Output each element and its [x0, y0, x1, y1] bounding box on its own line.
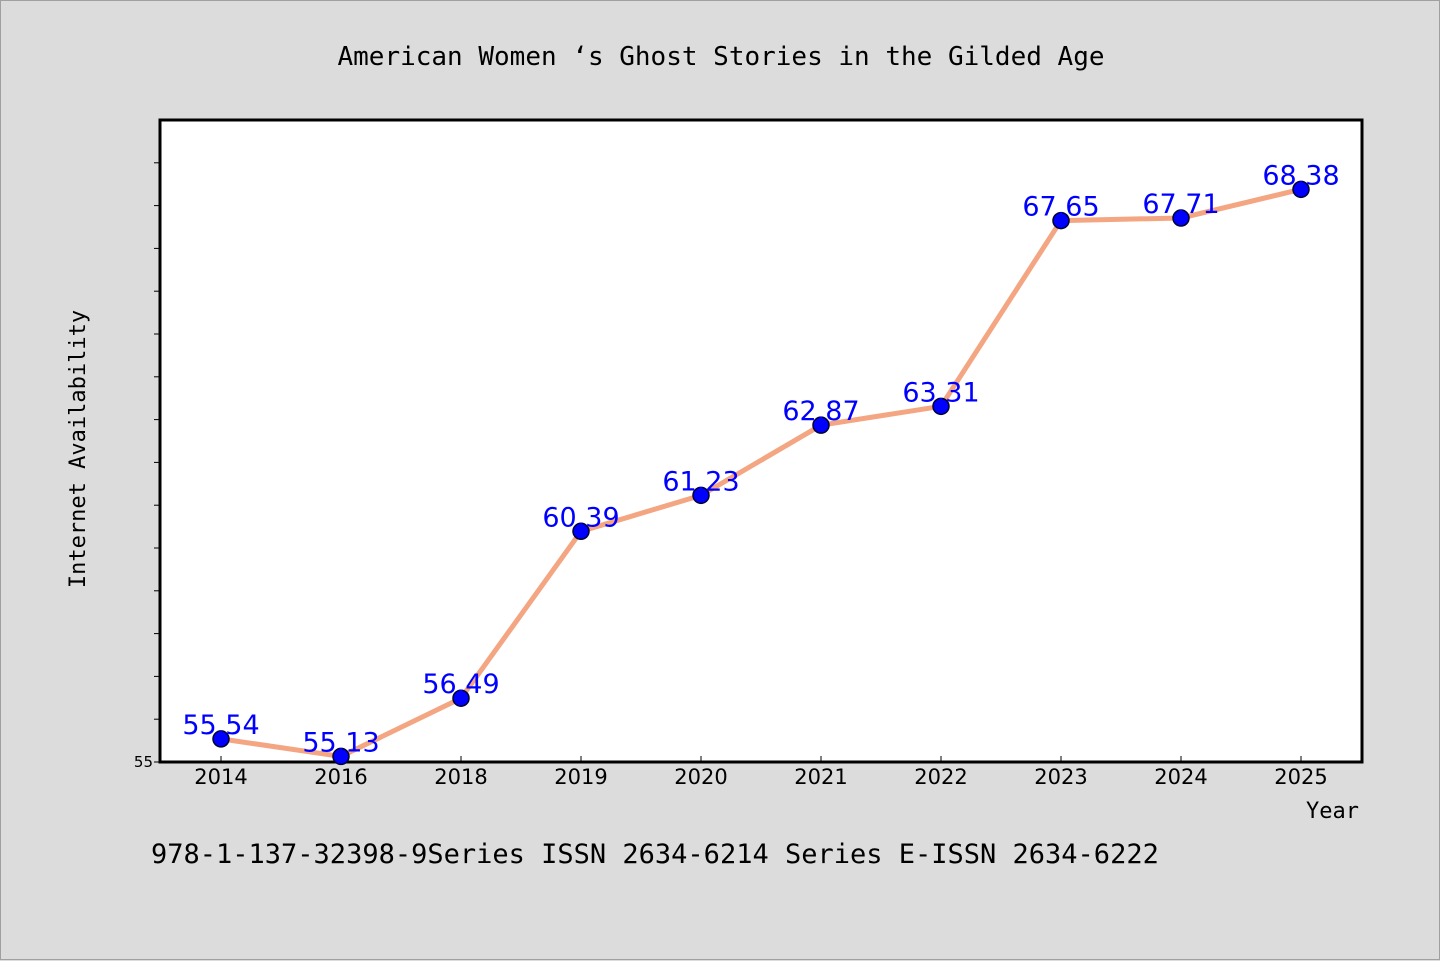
- x-tick-label: 2023: [1034, 765, 1087, 789]
- x-axis-ticks: [220, 756, 1302, 762]
- series-group: 55.54 55.13 56.49 60.39 61.23 62.87 63.31 67.65…: [182, 160, 1340, 766]
- data-point: [572, 522, 590, 541]
- x-tick-label: 2014: [194, 765, 247, 789]
- data-point: [332, 747, 350, 766]
- data-label: 63.31: [902, 377, 979, 408]
- data-label: 67.71: [1142, 189, 1219, 220]
- x-tick-label: 2025: [1274, 765, 1327, 789]
- data-point: [932, 397, 950, 416]
- data-point: [692, 486, 710, 505]
- chart-title: American Women ‘s Ghost Stories in the G…: [337, 42, 1104, 72]
- x-tick-label: 2024: [1154, 765, 1207, 789]
- x-tick-label: 2022: [914, 765, 967, 789]
- data-label: 60.39: [542, 502, 619, 533]
- data-label: 56.49: [422, 669, 499, 700]
- data-label: 55.54: [182, 710, 259, 741]
- data-label: 68.38: [1262, 160, 1339, 191]
- y-tick-label-55: 55: [134, 753, 153, 771]
- x-tick-label: 2021: [794, 765, 847, 789]
- y-axis-ticks: [154, 162, 160, 763]
- data-label: 61.23: [662, 466, 739, 497]
- series-line: [218, 186, 1304, 759]
- x-tick-label: 2018: [434, 765, 487, 789]
- x-tick-labels: 2014 2016 2018 2019 2020 2021 2022 2023 2024 2025: [194, 765, 1327, 789]
- y-axis-label: Internet Availability: [66, 310, 91, 588]
- x-axis-label: Year: [1306, 799, 1359, 824]
- data-point: [1052, 211, 1070, 230]
- data-point: [452, 689, 470, 707]
- x-tick-label: 2016: [314, 765, 367, 789]
- x-tick-label: 2019: [554, 765, 607, 789]
- plot-area: [158, 118, 1364, 764]
- data-point: [1292, 180, 1310, 199]
- data-label: 67.65: [1022, 192, 1099, 223]
- footer-text: 978-1-137-32398-9Series ISSN 2634-6214 S…: [151, 839, 1159, 870]
- data-label: 55.13: [302, 727, 379, 758]
- data-label: 62.87: [782, 396, 859, 427]
- data-point: [812, 416, 830, 434]
- data-point: [212, 730, 230, 748]
- x-tick-label: 2020: [674, 765, 727, 789]
- data-point: [1172, 209, 1190, 227]
